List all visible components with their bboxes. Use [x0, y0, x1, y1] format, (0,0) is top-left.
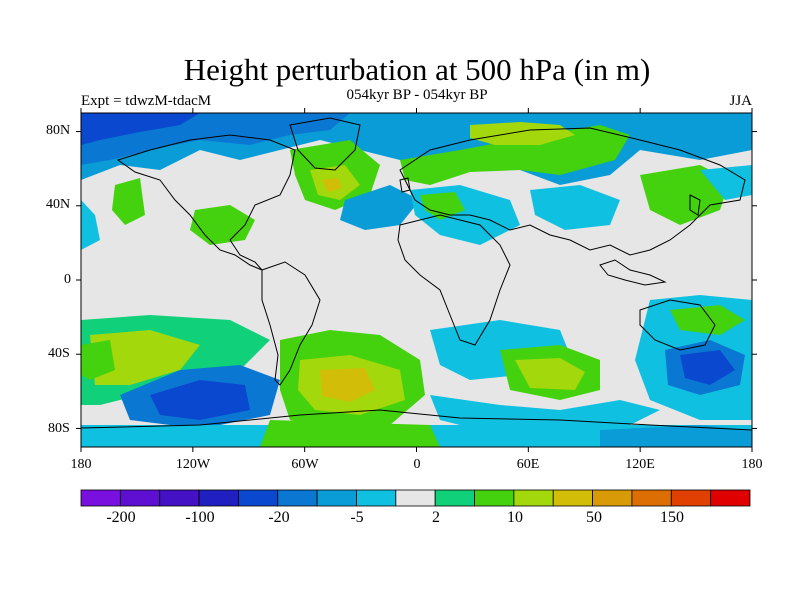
colorbar-label: 50 — [586, 509, 602, 526]
lon-label-120w: 120W — [175, 457, 211, 472]
colorbar — [80, 489, 751, 507]
colorbar-label: -5 — [350, 509, 364, 526]
contour-region — [700, 165, 752, 200]
colorbar-box — [356, 489, 397, 507]
coastline-australia — [639, 299, 716, 351]
colorbar-label: 2 — [432, 509, 440, 526]
colorbar-box — [80, 489, 121, 507]
colorbar-box — [316, 489, 357, 507]
experiment-label: Expt = tdwzM-tdacM — [81, 93, 212, 109]
coastline-japan — [689, 194, 701, 216]
lon-label-180w: 180 — [70, 457, 92, 472]
contour-region — [340, 185, 420, 230]
lat-label-80s: 80S — [48, 421, 70, 436]
lat-label-80n: 80N — [46, 123, 71, 138]
contour-region — [600, 425, 752, 447]
coastline-south-america — [261, 261, 321, 386]
colorbar-box — [434, 489, 475, 507]
coastlines — [81, 117, 752, 431]
lon-label-120e: 120E — [625, 457, 655, 472]
coastline-greenland — [289, 117, 361, 171]
contour-region — [260, 420, 440, 447]
lon-label-60w: 60W — [291, 457, 319, 472]
contour-region — [530, 185, 620, 230]
contour-region — [322, 178, 342, 192]
map-panel — [81, 113, 752, 447]
colorbar-box — [474, 489, 515, 507]
colorbar-box — [631, 489, 672, 507]
colorbar-box — [159, 489, 200, 507]
coastline-uk — [399, 177, 411, 193]
contour-region — [112, 178, 145, 225]
axis-ticks — [76, 108, 757, 452]
contour-region — [81, 200, 100, 250]
contour-region — [81, 113, 200, 145]
colorbar-box — [395, 489, 436, 507]
colorbar-box — [198, 489, 239, 507]
coastline-africa — [397, 214, 511, 346]
colorbar-label: -100 — [185, 509, 215, 526]
colorbar-box — [119, 489, 161, 507]
coastline-maritime — [599, 259, 667, 286]
lon-label-60e: 60E — [516, 457, 540, 472]
contour-region — [320, 368, 375, 402]
contour-region — [420, 192, 465, 220]
lat-label-40n: 40N — [46, 197, 71, 212]
colorbar-label: -200 — [106, 509, 136, 526]
contour-region — [90, 330, 200, 385]
coastline-eurasia — [399, 127, 746, 256]
colorbar-box — [513, 489, 554, 507]
contour-region — [400, 125, 630, 185]
colorbar-label: -20 — [268, 509, 290, 526]
contour-region — [670, 305, 745, 335]
lat-label-0: 0 — [64, 272, 71, 287]
contour-region — [515, 358, 585, 390]
coastline-north-america — [116, 134, 296, 271]
colorbar-label: 10 — [507, 509, 523, 526]
colorbar-box — [710, 489, 751, 507]
colorbar-box — [552, 489, 593, 507]
subtitle: 054kyr BP - 054kyr BP — [346, 87, 488, 103]
page-title: Height perturbation at 500 hPa (in m) — [183, 52, 651, 87]
contour-region — [470, 122, 575, 145]
contour-fills — [81, 113, 752, 447]
season-label: JJA — [729, 93, 752, 109]
coastline-antarctica — [81, 409, 752, 431]
contour-region — [150, 380, 250, 420]
colorbar-box — [277, 489, 318, 507]
contour-region — [680, 350, 735, 385]
lon-label-180e: 180 — [741, 457, 763, 472]
lat-label-40s: 40S — [48, 346, 70, 361]
colorbar-box — [670, 489, 712, 507]
contour-region — [81, 340, 115, 380]
contour-region — [190, 205, 255, 245]
colorbar-label: 150 — [660, 509, 684, 526]
lon-label-0: 0 — [413, 457, 421, 472]
colorbar-box — [592, 489, 633, 507]
contour-region — [640, 165, 730, 225]
colorbar-box — [238, 489, 279, 507]
